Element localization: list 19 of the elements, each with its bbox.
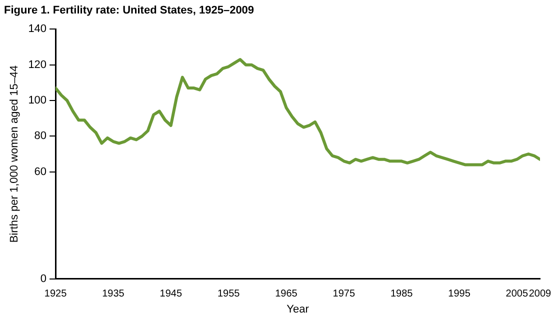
y-tick-label: 120 bbox=[28, 58, 47, 71]
y-tick-label: 80 bbox=[34, 130, 47, 142]
x-tick-label: 1945 bbox=[160, 288, 182, 300]
chart-title: Figure 1. Fertility rate: United States, 1925–2009 bbox=[4, 4, 254, 17]
x-tick-label: 1935 bbox=[102, 288, 125, 300]
x-tick-label: 1995 bbox=[448, 288, 471, 300]
y-tick-label: 140 bbox=[28, 23, 47, 36]
x-axis-title: Year bbox=[286, 303, 310, 316]
x-tick-label: 1985 bbox=[390, 288, 414, 300]
x-tick-label: 1925 bbox=[44, 288, 68, 300]
x-tick-label: 1965 bbox=[275, 288, 298, 300]
y-tick-label: 0 bbox=[40, 272, 47, 285]
y-tick-label: 100 bbox=[28, 94, 47, 107]
x-tick-label: 2005 bbox=[506, 288, 528, 300]
x-tick-label: 1955 bbox=[217, 288, 240, 300]
y-tick-label: 60 bbox=[34, 166, 47, 178]
x-tick-label: 2009 bbox=[528, 288, 552, 300]
x-tick-label: 1975 bbox=[332, 288, 356, 300]
y-axis-title: Births per 1,000 women aged 15–44 bbox=[8, 65, 21, 243]
